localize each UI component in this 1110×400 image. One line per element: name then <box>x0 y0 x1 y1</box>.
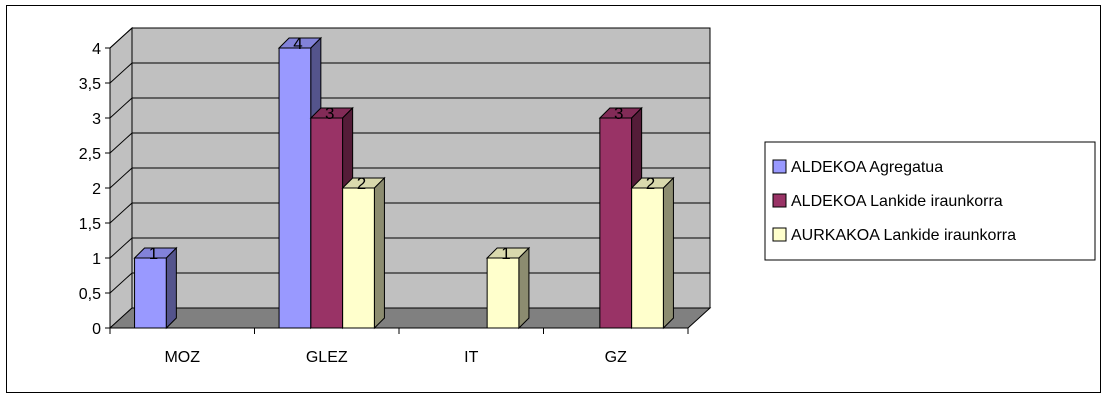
gridline <box>109 62 710 84</box>
gridline <box>109 167 710 189</box>
data-label: 4 <box>293 34 302 53</box>
bar-front <box>599 117 633 329</box>
x-tick-label: GZ <box>605 349 627 366</box>
legend-swatch <box>772 193 787 208</box>
data-label: 1 <box>501 244 510 263</box>
bar: 2 <box>630 174 675 330</box>
y-tick-label: 0 <box>92 321 101 338</box>
bar-front <box>310 117 344 329</box>
gridline <box>109 132 710 154</box>
y-tick-label: 0,5 <box>79 286 101 303</box>
data-label: 3 <box>325 104 334 123</box>
gridline <box>109 27 710 49</box>
data-label: 1 <box>149 244 158 263</box>
y-tick-label: 2,5 <box>79 146 101 163</box>
y-tick-label: 1 <box>92 251 101 268</box>
bar-front <box>631 187 664 329</box>
data-label: 2 <box>646 174 655 193</box>
bar-side <box>165 246 177 330</box>
legend-swatch <box>772 159 787 174</box>
legend-label: AURKAKOA Lankide iraunkorra <box>791 227 1016 244</box>
data-label: 3 <box>614 104 623 123</box>
legend-label: ALDEKOA Lankide iraunkorra <box>791 193 1003 210</box>
bar-front <box>486 257 520 329</box>
bar-side <box>662 176 674 330</box>
x-tick-label: IT <box>464 349 478 366</box>
gridline <box>109 97 710 119</box>
gridline <box>109 237 710 259</box>
bar-front <box>134 257 167 329</box>
y-tick-label: 4 <box>92 41 101 58</box>
bar: 1 <box>133 244 178 330</box>
gridline <box>109 202 710 224</box>
legend-label: ALDEKOA Agregatua <box>791 159 943 176</box>
legend-swatch <box>772 227 787 242</box>
y-tick-label: 3,5 <box>79 76 101 93</box>
x-tick-label: GLEZ <box>306 349 348 366</box>
bar: 2 <box>341 174 386 330</box>
y-tick-label: 2 <box>92 181 101 198</box>
bar-side <box>373 176 385 330</box>
bar-front <box>278 47 312 329</box>
y-tick-label: 3 <box>92 111 101 128</box>
y-tick-label: 1,5 <box>79 216 101 233</box>
x-tick-label: MOZ <box>164 349 200 366</box>
bar-side <box>518 246 530 330</box>
bar: 1 <box>485 244 531 330</box>
bar-front <box>342 187 375 329</box>
legend-box <box>764 141 1096 261</box>
data-label: 2 <box>357 174 366 193</box>
legend: ALDEKOA Agregatua ALDEKOA Lankide iraunko… <box>764 141 1096 261</box>
